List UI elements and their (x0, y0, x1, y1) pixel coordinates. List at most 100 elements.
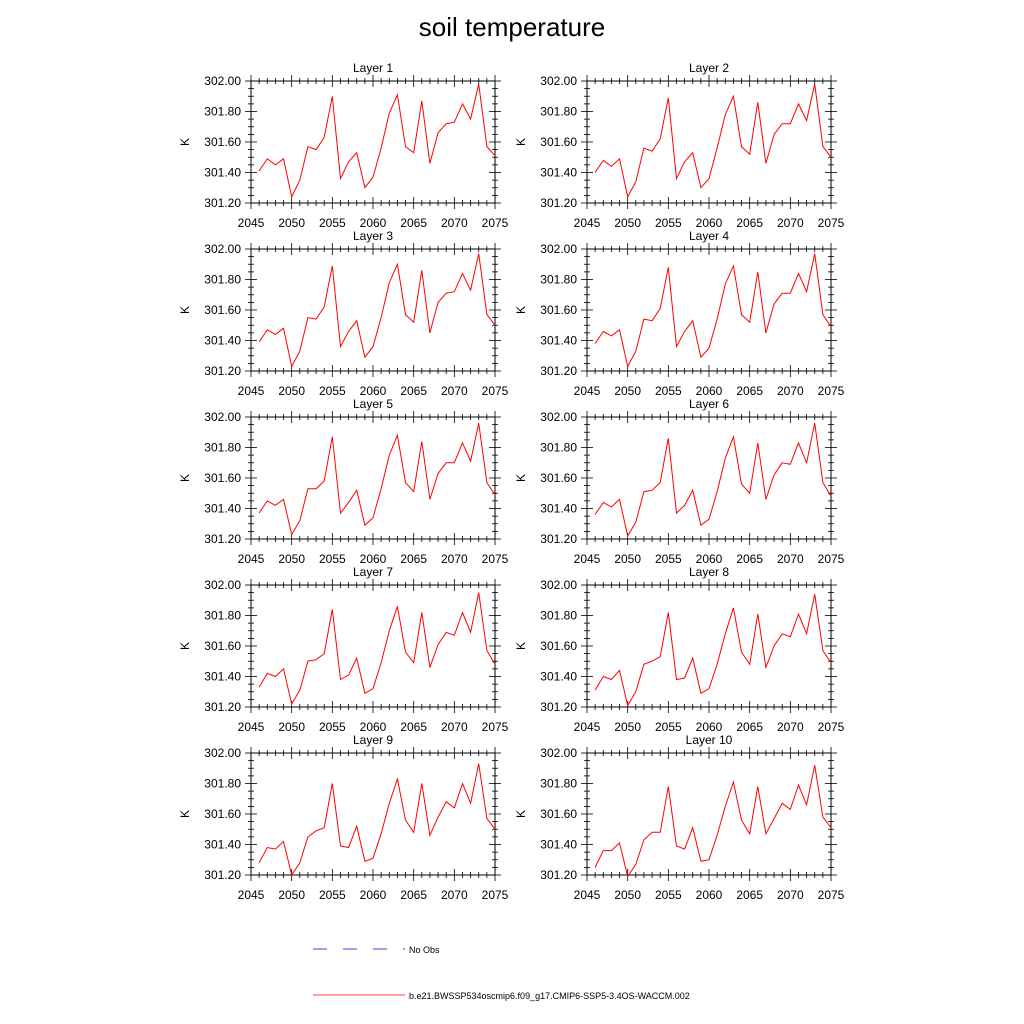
chart-panel-1: Layer 1 2045 2050 2055 2060 2065 2070 2075 301.2… (178, 61, 509, 230)
y-tick-label: 301.60 (204, 303, 241, 317)
y-tick-label: 301.20 (204, 700, 241, 714)
y-tick-label: 301.40 (540, 502, 577, 516)
legend-label-model: b.e21.BWSSP534oscmip6.f09_g17.CMIP6-SSP5… (409, 991, 690, 1001)
x-tick-label: 2065 (736, 384, 763, 398)
x-tick-label: 2060 (696, 384, 723, 398)
panel-title: Layer 5 (353, 397, 393, 411)
x-tick-label: 2065 (400, 720, 427, 734)
x-tick-label: 2065 (400, 384, 427, 398)
x-tick-label: 2075 (482, 384, 509, 398)
y-tick-label: 301.40 (540, 838, 577, 852)
y-tick-label: 302.00 (204, 578, 241, 592)
y-tick-label: 301.40 (204, 334, 241, 348)
x-tick-label: 2070 (777, 216, 804, 230)
y-tick-label: 302.00 (204, 242, 241, 256)
series-line (594, 83, 832, 199)
y-axis-label: K (178, 642, 192, 650)
x-tick-label: 2070 (777, 888, 804, 902)
x-tick-label: 2045 (574, 216, 601, 230)
x-tick-label: 2075 (818, 552, 845, 566)
y-axis-label: K (514, 306, 528, 314)
x-tick-label: 2055 (655, 888, 682, 902)
x-tick-label: 2075 (818, 384, 845, 398)
y-tick-label: 301.20 (540, 196, 577, 210)
y-tick-label: 301.60 (540, 303, 577, 317)
series-line (258, 592, 496, 706)
x-tick-label: 2050 (278, 720, 305, 734)
y-tick-label: 301.80 (540, 273, 577, 287)
series-line (258, 253, 496, 368)
x-tick-label: 2070 (777, 384, 804, 398)
y-tick-label: 301.60 (204, 471, 241, 485)
x-tick-label: 2045 (238, 552, 265, 566)
x-tick-label: 2075 (482, 216, 509, 230)
y-tick-label: 301.40 (204, 502, 241, 516)
x-tick-label: 2070 (441, 552, 468, 566)
y-tick-label: 301.20 (540, 700, 577, 714)
x-tick-label: 2055 (319, 552, 346, 566)
x-tick-label: 2060 (696, 720, 723, 734)
x-tick-label: 2065 (736, 552, 763, 566)
chart-panel-9: Layer 9 2045 2050 2055 2060 2065 2070 2075 301.2… (178, 733, 509, 902)
x-tick-label: 2055 (319, 720, 346, 734)
panel-title: Layer 1 (353, 61, 393, 75)
x-tick-label: 2055 (655, 384, 682, 398)
legend-label-no-obs: No Obs (409, 945, 440, 955)
panel-title: Layer 8 (689, 565, 729, 579)
y-tick-label: 302.00 (204, 74, 241, 88)
y-tick-label: 301.60 (204, 639, 241, 653)
y-tick-label: 301.40 (204, 166, 241, 180)
x-tick-label: 2070 (777, 552, 804, 566)
series-line (258, 763, 496, 877)
y-tick-label: 302.00 (540, 746, 577, 760)
series-line (594, 594, 832, 707)
y-axis-label: K (178, 138, 192, 146)
y-tick-label: 301.20 (204, 868, 241, 882)
panel-title: Layer 4 (689, 229, 729, 243)
chart-title: soil temperature (418, 12, 606, 42)
chart-panel-6: Layer 6 2045 2050 2055 2060 2065 2070 2075 301.2… (514, 397, 845, 566)
y-tick-label: 302.00 (540, 578, 577, 592)
chart-panel-8: Layer 8 2045 2050 2055 2060 2065 2070 2075 301.2… (514, 565, 845, 734)
x-tick-label: 2045 (238, 384, 265, 398)
y-tick-label: 301.40 (540, 334, 577, 348)
y-tick-label: 301.40 (204, 838, 241, 852)
x-tick-label: 2045 (574, 720, 601, 734)
x-tick-label: 2075 (482, 552, 509, 566)
chart-panel-3: Layer 3 2045 2050 2055 2060 2065 2070 2075 301.2… (178, 229, 509, 398)
x-tick-label: 2075 (818, 888, 845, 902)
series-line (258, 422, 496, 536)
y-tick-label: 301.20 (540, 364, 577, 378)
y-tick-label: 301.20 (540, 868, 577, 882)
panel-title: Layer 10 (686, 733, 733, 747)
y-tick-label: 301.20 (204, 532, 241, 546)
x-tick-label: 2065 (400, 888, 427, 902)
panel-title: Layer 6 (689, 397, 729, 411)
x-tick-label: 2060 (360, 384, 387, 398)
y-axis-label: K (178, 810, 192, 818)
x-tick-label: 2065 (736, 888, 763, 902)
x-tick-label: 2060 (360, 720, 387, 734)
x-tick-label: 2050 (278, 384, 305, 398)
y-tick-label: 301.40 (540, 670, 577, 684)
y-tick-label: 301.60 (540, 807, 577, 821)
x-tick-label: 2045 (238, 216, 265, 230)
chart-panel-4: Layer 4 2045 2050 2055 2060 2065 2070 2075 301.2… (514, 229, 845, 398)
x-tick-label: 2045 (238, 720, 265, 734)
x-tick-label: 2065 (400, 552, 427, 566)
y-tick-label: 301.80 (540, 441, 577, 455)
x-tick-label: 2075 (482, 720, 509, 734)
chart-panel-5: Layer 5 2045 2050 2055 2060 2065 2070 2075 301.2… (178, 397, 509, 566)
x-tick-label: 2050 (278, 888, 305, 902)
y-tick-label: 301.60 (540, 135, 577, 149)
y-tick-label: 301.60 (204, 807, 241, 821)
x-tick-label: 2050 (278, 552, 305, 566)
series-line (594, 423, 832, 538)
panel-title: Layer 9 (353, 733, 393, 747)
y-tick-label: 301.80 (204, 609, 241, 623)
x-tick-label: 2055 (319, 216, 346, 230)
x-tick-label: 2050 (614, 888, 641, 902)
y-tick-label: 301.80 (204, 105, 241, 119)
